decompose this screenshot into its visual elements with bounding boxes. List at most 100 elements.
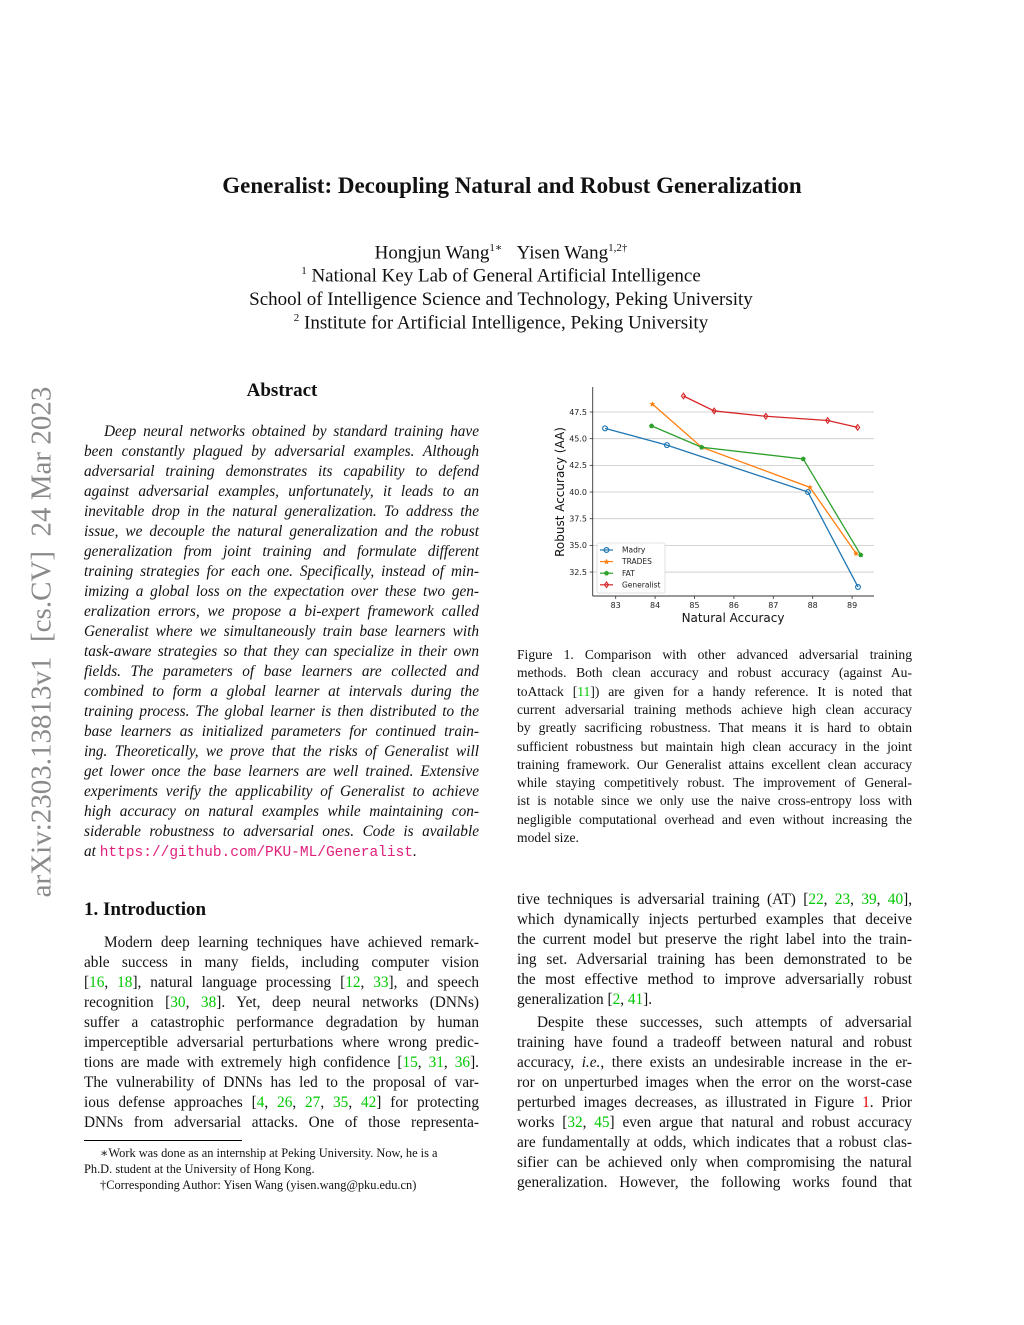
abstract-line: fields. The parameters of base learners … — [84, 663, 479, 680]
section-heading-introduction: 1. Introduction — [84, 899, 207, 920]
marker-star — [603, 558, 610, 565]
author-affiliation-mark: 1∗ — [489, 242, 503, 254]
marker-pentagon — [649, 423, 655, 429]
affiliation: 2 Institute for Artificial Intelligence,… — [0, 312, 1002, 334]
text-line: are fundamentally at odds, which indicat… — [517, 1134, 912, 1151]
affiliation-mark: 1 — [301, 265, 307, 277]
abstract-line: base learners as initialized parameters … — [84, 723, 479, 740]
legend: Madry TRADES FAT Generalist — [596, 542, 666, 594]
abstract-line: been constantly plagued by adversarial e… — [84, 443, 479, 460]
text-line: accuracy, i.e., there exists an undesira… — [517, 1054, 912, 1071]
text-line: perturbed images decreases, as illustrat… — [517, 1094, 912, 1111]
abstract-line: against adversarial examples, unfortunat… — [84, 483, 479, 500]
caption-line: training framework. Our Generalist attai… — [517, 756, 912, 772]
text-line: imperceptible adversarial perturbations … — [84, 1034, 479, 1051]
caption-line: model size. — [517, 830, 579, 845]
series-generalist — [680, 392, 861, 432]
caption-line: Figure 1. Comparison with other advanced… — [517, 647, 912, 662]
footnote-rule — [84, 1140, 242, 1141]
abstract-line: imizing a global loss on the expectation… — [84, 583, 479, 600]
marker-diamond — [854, 423, 861, 432]
marker-circle — [603, 547, 610, 554]
text-line: tive techniques is adversarial training … — [517, 891, 913, 908]
affiliation: 1 National Key Lab of General Artificial… — [0, 265, 1002, 287]
caption-line: ist is notable since we only use the nai… — [517, 793, 912, 809]
series-line — [651, 425, 862, 556]
abstract-line: ing. Theoretically, we prove that the ri… — [84, 743, 479, 760]
text-line: the most effective method to improve adv… — [517, 971, 912, 988]
marker-diamond — [763, 412, 769, 421]
abstract-line: task-aware strategies so that they can s… — [84, 643, 479, 660]
text-line: ror on unperturbed images when the error… — [517, 1074, 912, 1091]
marker-pentagon — [858, 552, 864, 558]
abstract-last-line: at https://github.com/PKU-ML/Generalist. — [84, 842, 417, 862]
abstract-line: Generalist where we simultaneously train… — [84, 623, 479, 640]
abstract-line: high accuracy on natural examples while … — [84, 803, 479, 820]
footnote: Ph.D. student at the University of Hong … — [84, 1162, 315, 1176]
legend-label: TRADES — [621, 557, 652, 566]
y-tick-label: 40.0 — [569, 488, 587, 497]
legend-label: Generalist — [622, 580, 661, 589]
caption-line: current adversarial training methods ach… — [517, 701, 912, 717]
abstract-line: get lower once the base learners are wel… — [84, 763, 479, 780]
marker-circle — [855, 583, 862, 590]
text-line: tions are made with extremely high confi… — [84, 1054, 479, 1071]
marker-circle — [602, 425, 609, 432]
marker-star — [649, 401, 656, 407]
y-tick-label: 42.5 — [569, 461, 587, 470]
abstract-line: Deep neural networks obtained by standar… — [104, 423, 479, 440]
marker-pentagon — [699, 444, 705, 450]
text-line: works [32, 45] even argue that natural a… — [517, 1114, 912, 1131]
y-tick-label: 35.0 — [569, 541, 587, 550]
text: at — [84, 843, 100, 860]
marker-pentagon — [800, 456, 806, 462]
x-tick-label: 85 — [689, 601, 699, 610]
affiliation-text: Institute for Artificial Intelligence, P… — [304, 312, 709, 334]
marker-diamond — [824, 416, 831, 425]
series-fat — [649, 423, 864, 558]
marker-pentagon — [604, 570, 609, 576]
x-tick-label: 86 — [729, 601, 739, 610]
text-line: which dynamically injects perturbed exam… — [517, 911, 912, 928]
caption-line: sufficient robustness but maintain high … — [517, 738, 912, 754]
paper-title: Generalist: Decoupling Natural and Robus… — [222, 173, 802, 198]
author-affiliation-mark: 1,2† — [608, 242, 628, 254]
affiliation-text: National Key Lab of General Artificial I… — [311, 265, 701, 287]
text-line: able success in many fields, including c… — [84, 954, 479, 971]
text-line: DNNs from adversarial attacks. One of th… — [84, 1114, 479, 1131]
footnote: ∗Work was done as an internship at Pekin… — [100, 1146, 438, 1160]
abstract-line: training strategies for each one. Specif… — [84, 563, 479, 580]
marker-circle — [663, 442, 670, 449]
text-line: The vulnerability of DNNs has led to the… — [84, 1074, 479, 1091]
x-tick-label: 87 — [768, 601, 778, 610]
y-tick-label: 47.5 — [569, 408, 587, 417]
text-line: sifier can be achieved only when comprom… — [517, 1154, 912, 1171]
series-trades — [649, 401, 859, 557]
series-line — [651, 403, 857, 554]
abstract-line: combined to form a global learner at int… — [84, 683, 479, 700]
marker-circle — [804, 489, 811, 496]
legend-label: FAT — [622, 569, 635, 578]
x-tick-label: 84 — [650, 601, 660, 610]
abstract-line: generalization from joint training and f… — [84, 543, 479, 560]
abstract-line: siderable robustness to adversarial ones… — [84, 823, 479, 840]
text-line: suffer a catastrophic performance degrad… — [84, 1014, 479, 1031]
caption-line: by greatly sacrificing robustness. That … — [517, 720, 912, 736]
text-line: training have found a tradeoff between n… — [517, 1034, 912, 1051]
abstract-heading: Abstract — [246, 380, 318, 401]
code-link[interactable]: https://github.com/PKU-ML/Generalist — [99, 845, 413, 861]
marker-diamond — [711, 407, 717, 415]
series-madry — [602, 425, 862, 590]
marker-diamond — [603, 581, 610, 589]
y-tick-label: 37.5 — [569, 515, 587, 524]
affiliation: School of Intelligence Science and Techn… — [249, 289, 753, 310]
abstract-line: issue, we decouple the natural generaliz… — [84, 523, 479, 540]
text-line: Modern deep learning techniques have ach… — [104, 934, 479, 951]
y-tick-label: 45.0 — [569, 434, 587, 443]
affiliation-mark: 2 — [293, 312, 300, 324]
series-line — [604, 427, 859, 588]
marker-star — [853, 550, 859, 557]
author-name: Hongjun Wang — [374, 242, 490, 264]
x-axis-label: Natural Accuracy — [682, 611, 785, 625]
caption-line: negligible computational overhead and ev… — [517, 811, 912, 827]
